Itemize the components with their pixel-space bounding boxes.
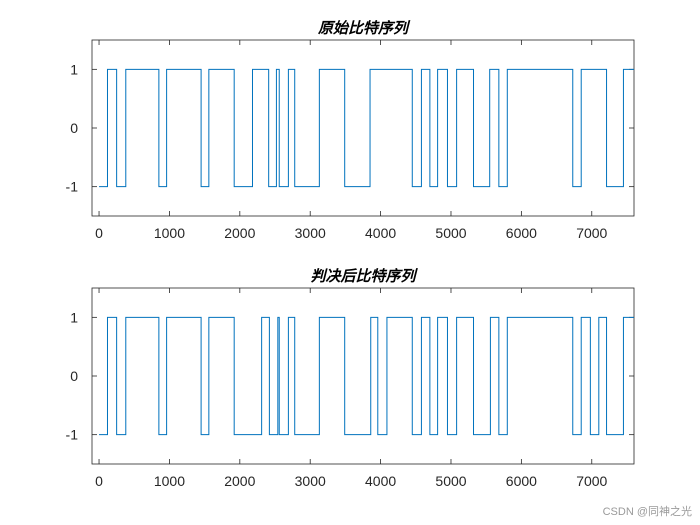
x-tick-label: 2000	[224, 473, 255, 489]
x-tick-label: 3000	[295, 473, 326, 489]
y-tick-label: 1	[70, 309, 78, 325]
x-tick-label: 1000	[154, 473, 185, 489]
y-tick-label: 0	[70, 368, 78, 384]
x-tick-label: 4000	[365, 473, 396, 489]
x-tick-label: 5000	[435, 473, 466, 489]
y-tick-label: 0	[70, 120, 78, 136]
x-tick-label: 7000	[576, 225, 607, 241]
x-tick-label: 6000	[506, 225, 537, 241]
y-tick-label: -1	[66, 427, 79, 443]
x-tick-label: 5000	[435, 225, 466, 241]
x-tick-label: 6000	[506, 473, 537, 489]
chart-panel-2: 判决后比特序列 0 1000 2000 3000 4000 5000 6000 7000 -1 0 1	[66, 267, 634, 489]
y-tick-label: 1	[70, 61, 78, 77]
x-tick-label: 7000	[576, 473, 607, 489]
x-tick-label: 4000	[365, 225, 396, 241]
x-tick-label: 2000	[224, 225, 255, 241]
x-tick-label: 0	[95, 225, 103, 241]
chart-title: 原始比特序列	[317, 19, 411, 37]
x-tick-label: 0	[95, 473, 103, 489]
chart-panel-1: 原始比特序列 0 1000 2000 3000 4000 5000 6000 7000 -1 0 1	[66, 19, 634, 241]
axes-frame	[92, 40, 634, 216]
chart-title: 判决后比特序列	[310, 267, 418, 285]
y-tick-label: -1	[66, 179, 79, 195]
x-tick-label: 3000	[295, 225, 326, 241]
x-tick-label: 1000	[154, 225, 185, 241]
axes-frame	[92, 288, 634, 464]
watermark: CSDN @同神之光	[603, 503, 692, 519]
